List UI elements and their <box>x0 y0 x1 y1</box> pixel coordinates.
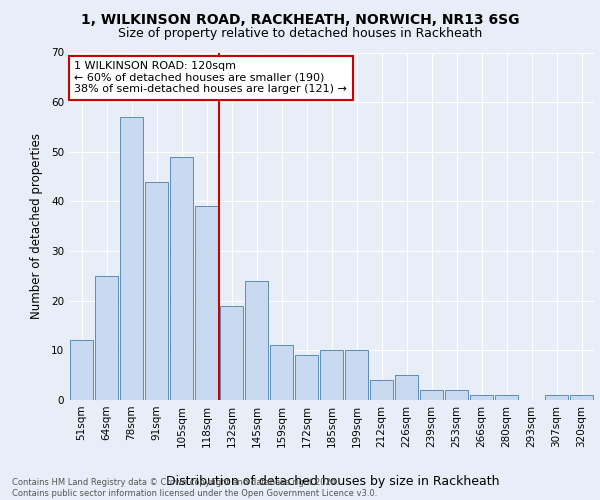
Bar <box>570 395 593 400</box>
Bar <box>545 395 568 400</box>
Bar <box>470 395 493 400</box>
Text: Size of property relative to detached houses in Rackheath: Size of property relative to detached ho… <box>118 28 482 40</box>
Text: 1 WILKINSON ROAD: 120sqm
← 60% of detached houses are smaller (190)
38% of semi-: 1 WILKINSON ROAD: 120sqm ← 60% of detach… <box>74 61 347 94</box>
Text: Contains HM Land Registry data © Crown copyright and database right 2024.
Contai: Contains HM Land Registry data © Crown c… <box>12 478 377 498</box>
Bar <box>70 340 93 400</box>
Bar <box>245 281 268 400</box>
Bar <box>270 346 293 400</box>
Bar <box>95 276 118 400</box>
Bar <box>295 356 318 400</box>
Text: 1, WILKINSON ROAD, RACKHEATH, NORWICH, NR13 6SG: 1, WILKINSON ROAD, RACKHEATH, NORWICH, N… <box>81 12 519 26</box>
Text: Distribution of detached houses by size in Rackheath: Distribution of detached houses by size … <box>166 474 500 488</box>
Bar <box>170 157 193 400</box>
Bar <box>220 306 243 400</box>
Bar <box>120 117 143 400</box>
Bar <box>445 390 468 400</box>
Bar <box>370 380 393 400</box>
Bar <box>345 350 368 400</box>
Bar <box>320 350 343 400</box>
Bar <box>145 182 168 400</box>
Bar <box>495 395 518 400</box>
Bar <box>195 206 218 400</box>
Bar <box>395 375 418 400</box>
Bar <box>420 390 443 400</box>
Y-axis label: Number of detached properties: Number of detached properties <box>29 133 43 320</box>
